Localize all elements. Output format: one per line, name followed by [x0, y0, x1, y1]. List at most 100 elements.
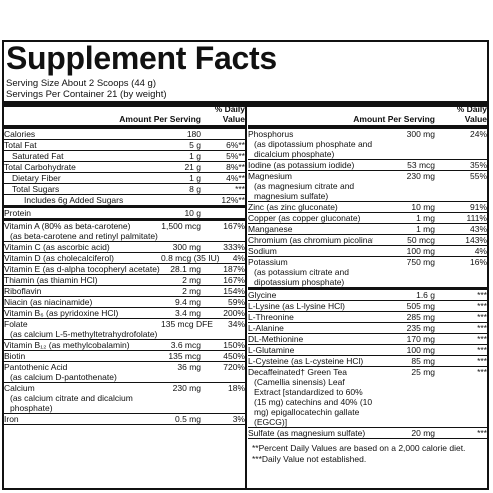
nutrient-label: L-Lysine (as L-lysine HCl) — [248, 301, 345, 311]
nutrient-name: Biotin — [4, 351, 161, 361]
nutrient-label: Sulfate (as magnesium sulfate) — [248, 428, 366, 438]
daily-value: 43% — [469, 224, 487, 234]
daily-value: 450% — [223, 351, 245, 361]
nutrient-name: Zinc (as zinc gluconate) — [248, 202, 373, 212]
amount-per-serving: 1,500 mcg — [161, 221, 201, 231]
nutrient-row: L-Threonine 285 mg *** — [248, 312, 487, 323]
nutrient-label: Calories — [4, 129, 36, 139]
nutrient-name: Vitamin B₆ (as pyridoxine HCl) — [4, 308, 161, 318]
amount-per-serving: 1.6 g — [416, 290, 435, 300]
amount-per-serving: 2 mg — [182, 275, 201, 285]
amount-per-serving: 21 g — [184, 162, 201, 172]
column-header: Amount Per Serving % Daily Value — [4, 104, 245, 129]
amount-per-serving: 10 g — [184, 208, 201, 218]
daily-value: 59% — [227, 297, 245, 307]
nutrient-name: DL-Methionine — [248, 334, 373, 344]
nutrient-row: Vitamin E (as d-alpha tocopheryl acetate… — [4, 264, 245, 275]
nutrient-label: Total Carbohydrate — [4, 162, 76, 172]
daily-value: 167% — [223, 275, 245, 285]
daily-value: 24% — [469, 129, 487, 139]
nutrient-label: Vitamin C (as ascorbic acid) — [4, 242, 110, 252]
nutrient-label: Iodine (as potassium iodide) — [248, 160, 355, 170]
nutrient-source: (as calcium L-5-methyltetrahydrofolate) — [10, 329, 158, 339]
nutrient-label: Thiamin (as thiamin HCl) — [4, 275, 98, 285]
nutrient-name: Vitamin D (as cholecalciferol) — [4, 253, 161, 263]
nutrient-name: Copper (as copper gluconate) — [248, 213, 373, 223]
nutrient-row: Protein 10 g — [4, 208, 245, 221]
nutrient-name: Iron — [4, 414, 161, 424]
nutrient-source: (Camellia sinensis) Leaf Extract [standa… — [254, 377, 373, 427]
nutrient-source: (as magnesium citrate and magnesium sulf… — [254, 181, 355, 201]
nutrient-label: Magnesium — [248, 171, 292, 181]
nutrient-row: Niacin (as niacinamide) 9.4 mg 59% — [4, 297, 245, 308]
amount-per-serving: 300 mg — [172, 242, 201, 252]
nutrient-row: Thiamin (as thiamin HCl) 2 mg 167% — [4, 275, 245, 286]
nutrient-row: Glycine 1.6 g *** — [248, 290, 487, 301]
nutrient-label: Vitamin A (80% as beta-carotene) — [4, 221, 131, 231]
nutrient-row: Calcium (as calcium citrate and dicalcium… — [4, 383, 245, 414]
nutrient-name: Saturated Fat — [4, 151, 161, 161]
amount-per-serving: 235 mg — [406, 323, 435, 333]
nutrient-label: Potassium — [248, 257, 288, 267]
nutrient-label: Folate — [4, 319, 28, 329]
nutrient-row: Phosphorus (as dipotassium phosphate and … — [248, 129, 487, 160]
nutrient-row: Magnesium (as magnesium citrate and magne… — [248, 171, 487, 202]
nutrient-name: Niacin (as niacinamide) — [4, 297, 161, 307]
right-nutrient-column: Amount Per Serving % Daily Value Phospho… — [248, 104, 487, 465]
serving-size: Serving Size About 2 Scoops (44 g) — [6, 78, 156, 89]
nutrient-source: (as calcium D-pantothenate) — [10, 372, 117, 382]
nutrient-label: Decaffeinated† Green Tea — [248, 367, 347, 377]
nutrient-source: (as potassium citrate and dipotassium ph… — [254, 267, 349, 287]
daily-value: 4%** — [226, 173, 245, 183]
nutrient-label: L-Glutamine — [248, 345, 295, 355]
daily-value: 167% — [223, 221, 245, 231]
nutrient-label: Iron — [4, 414, 19, 424]
amount-per-serving: 100 mg — [406, 345, 435, 355]
amount-per-serving: 505 mg — [406, 301, 435, 311]
amount-per-serving: 0.5 mg — [175, 414, 201, 424]
amount-header: Amount Per Serving — [119, 114, 201, 124]
nutrient-label: Niacin (as niacinamide) — [4, 297, 93, 307]
nutrient-name: Magnesium (as magnesium citrate and magne… — [248, 171, 373, 201]
nutrient-label: Phosphorus — [248, 129, 294, 139]
nutrient-row: Total Carbohydrate 21 g 8%** — [4, 162, 245, 173]
daily-value: 91% — [469, 202, 487, 212]
nutrient-label: L-Alanine — [248, 323, 284, 333]
amount-per-serving: 8 g — [189, 184, 201, 194]
nutrient-row: L-Glutamine 100 mg *** — [248, 345, 487, 356]
daily-value: *** — [477, 323, 487, 333]
amount-per-serving: 1 g — [189, 173, 201, 183]
nutrient-name: Includes 6g Added Sugars — [4, 195, 161, 205]
daily-value: *** — [477, 367, 487, 377]
daily-value: 12%** — [221, 195, 245, 205]
nutrient-name: Iodine (as potassium iodide) — [248, 160, 373, 170]
nutrient-row: Sodium 100 mg 4% — [248, 246, 487, 257]
dv-header: % Daily Value — [214, 104, 245, 124]
amount-per-serving: 53 mcg — [407, 160, 435, 170]
daily-value: 6%** — [226, 140, 245, 150]
nutrient-name: Vitamin C (as ascorbic acid) — [4, 242, 161, 252]
nutrient-label: Glycine — [248, 290, 277, 300]
nutrient-row: Zinc (as zinc gluconate) 10 mg 91% — [248, 202, 487, 213]
nutrient-row: Vitamin C (as ascorbic acid) 300 mg 333% — [4, 242, 245, 253]
amount-per-serving: 9.4 mg — [175, 297, 201, 307]
nutrient-label: L-Threonine — [248, 312, 294, 322]
amount-per-serving: 85 mg — [411, 356, 435, 366]
amount-per-serving: 100 mg — [406, 246, 435, 256]
nutrient-name: Calories — [4, 129, 161, 139]
amount-per-serving: 230 mg — [172, 383, 201, 393]
daily-value: *** — [477, 428, 487, 438]
daily-value: 154% — [223, 286, 245, 296]
nutrient-label: Riboflavin — [4, 286, 42, 296]
nutrient-name: Glycine — [248, 290, 373, 300]
nutrient-row: Potassium (as potassium citrate and dipot… — [248, 257, 487, 290]
nutrient-name: Protein — [4, 208, 161, 218]
daily-value: 187% — [223, 264, 245, 274]
column-divider — [245, 107, 247, 488]
amount-per-serving: 2 mg — [182, 286, 201, 296]
nutrient-label: Protein — [4, 208, 31, 218]
daily-value — [201, 208, 245, 218]
left-nutrient-column: Amount Per Serving % Daily Value Calorie… — [4, 104, 245, 425]
nutrient-label: Pantothenic Acid — [4, 362, 68, 372]
nutrient-name: Chromium (as chromium picolinate) — [248, 235, 373, 245]
